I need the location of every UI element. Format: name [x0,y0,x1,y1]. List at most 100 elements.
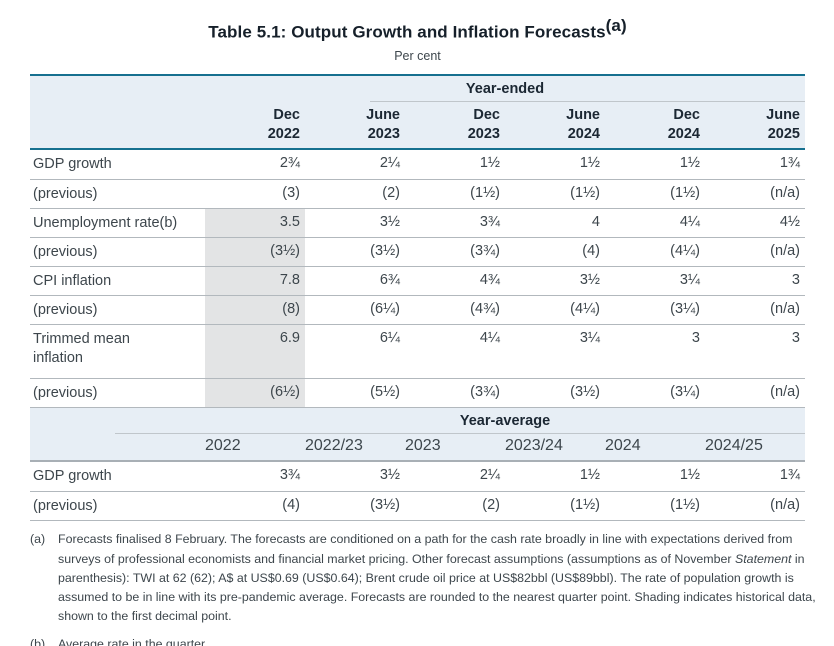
value-cell: (3¾) [470,384,500,401]
value-cell: (3¼) [670,384,700,401]
year-average-header-band: Year-average 2022 2022/23 2023 2023/24 2024 2… [30,407,805,463]
value-cell: (4¼) [570,301,600,318]
value-cell: (6¼) [370,301,400,318]
value-cell: 6¾ [379,272,400,289]
value-cell: (1½) [570,497,600,514]
year-ended-column-headers: Dec 2022 June 2023 Dec 2023 June 2024 Dec 20… [30,102,805,148]
value-cell: 1½ [579,467,600,484]
table-row: Trimmed mean inflation 6.9 6¼ 4¼ 3¼ 3 3 [30,324,805,379]
value-cell: (4) [582,243,600,260]
value-cell: (n/a) [770,243,800,260]
column-header: Dec 2022 [267,107,300,142]
row-label: (previous) [33,302,98,319]
value-cell: 1½ [479,155,500,172]
value-cell: 2¾ [279,155,300,172]
year-ended-header-band: Year-ended Dec 2022 June 2023 Dec 2023 June… [30,74,805,151]
table-row: GDP growth 2¾ 2¼ 1½ 1½ 1½ 1¾ [30,150,805,179]
value-cell: (n/a) [770,384,800,401]
column-header: 2022 [205,437,241,455]
table-row: (previous) (8) (6¼) (4¾) (4¼) (3¼) (n/a) [30,295,805,325]
table-title: Table 5.1: Output Growth and Inflation F… [30,16,805,42]
year-average-section-label: Year-average [459,413,551,430]
table-row: (previous) (6½) (5½) (3¾) (3½) (3¼) (n/a) [30,378,805,408]
footnote: (b) Average rate in the quarter. [30,635,820,646]
value-cell: 6.9 [205,325,305,379]
value-cell: 4¼ [479,330,500,347]
row-label: (previous) [33,385,98,402]
column-header: 2024/25 [705,437,763,455]
footnote-marker: (a) [30,532,46,547]
value-cell: (3) [282,185,300,202]
value-cell: 3½ [379,214,400,231]
table-row: (previous) (4) (3½) (2) (1½) (1½) (n/a) [30,491,805,520]
footnote-marker: (b) [30,636,46,646]
table-title-text: Table 5.1: Output Growth and Inflation F… [208,22,606,42]
value-cell: 1¾ [779,467,800,484]
row-label: GDP growth [33,156,112,173]
year-average-column-headers: 2022 2022/23 2023 2023/24 2024 2024/25 [30,434,805,460]
value-cell: (n/a) [770,497,800,514]
column-header: Dec 2024 [667,107,700,142]
value-cell: (2) [482,497,500,514]
value-cell: (1½) [570,185,600,202]
table-row: Unemployment rate(b) 3.5 3½ 3¾ 4 4¼ 4½ [30,208,805,238]
value-cell: (1½) [470,185,500,202]
row-label: (previous) [33,186,98,203]
value-cell: (4¼) [670,243,700,260]
value-cell: 6¼ [379,330,400,347]
value-cell: 3¾ [479,214,500,231]
value-cell: 4¼ [679,214,700,231]
year-ended-section-label: Year-ended [465,81,545,98]
value-cell: (2) [382,185,400,202]
value-cell: (4¾) [470,301,500,318]
value-cell: 3¼ [579,330,600,347]
row-label: CPI inflation [33,273,112,290]
footnote-segment: Average rate in the quarter. [58,636,208,646]
column-header: June 2024 [566,107,600,142]
footnote-segment: in parenthesis): TWI at 62 (62); A$ at U… [58,551,816,623]
value-cell: 4 [591,214,600,231]
year-ended-header-rule [370,101,805,103]
value-cell: 3½ [579,272,600,289]
value-cell: 3 [691,330,700,347]
footnote-text: Average rate in the quarter. [58,635,820,646]
empty-corner-cell [30,434,205,442]
value-cell: (n/a) [770,301,800,318]
value-cell: (4) [282,497,300,514]
row-label: Unemployment rate(b) [33,215,178,232]
footnote-italic-segment: Statement [734,551,792,566]
column-header: June 2025 [766,107,800,142]
column-header: 2024 [605,437,641,455]
table-row: GDP growth 3¾ 3½ 2¼ 1½ 1½ 1¾ [30,462,805,491]
value-cell: 3¼ [679,272,700,289]
value-cell: (3½) [370,497,400,514]
footnote-segment: Forecasts finalised 8 February. The fore… [58,532,793,566]
forecast-table: Year-ended Dec 2022 June 2023 Dec 2023 June… [30,74,805,522]
value-cell: 1½ [679,467,700,484]
value-cell: (3½) [205,238,305,267]
table-row: (previous) (3) (2) (1½) (1½) (1½) (n/a) [30,179,805,208]
table-row: (previous) (3½) (3½) (3¾) (4) (4¼) (n/a) [30,237,805,267]
year-average-rows: GDP growth 3¾ 3½ 2¼ 1½ 1½ 1¾ (previous) (4) (3½)(… [30,462,805,522]
value-cell: 1¾ [779,155,800,172]
column-header: June 2023 [366,107,400,142]
footnote-text: Forecasts finalised 8 February. The fore… [58,530,820,625]
row-label: Trimmed mean inflation [33,331,130,367]
value-cell: (1½) [670,185,700,202]
column-header: Dec 2023 [467,107,500,142]
value-cell: (1½) [670,497,700,514]
empty-corner-cell [30,102,205,111]
value-cell: 4¾ [479,272,500,289]
column-header: 2023/24 [505,437,563,455]
value-cell: (3¾) [470,243,500,260]
footnotes: (a) Forecasts finalised 8 February. The f… [30,530,820,646]
value-cell: 7.8 [205,267,305,296]
value-cell: 4½ [779,214,800,231]
footnote: (a) Forecasts finalised 8 February. The f… [30,530,820,625]
value-cell: 1½ [579,155,600,172]
table-title-footnote-marker: (a) [605,16,627,35]
value-cell: 2¼ [379,155,400,172]
value-cell: (3½) [370,243,400,260]
value-cell: 3¾ [279,467,300,484]
